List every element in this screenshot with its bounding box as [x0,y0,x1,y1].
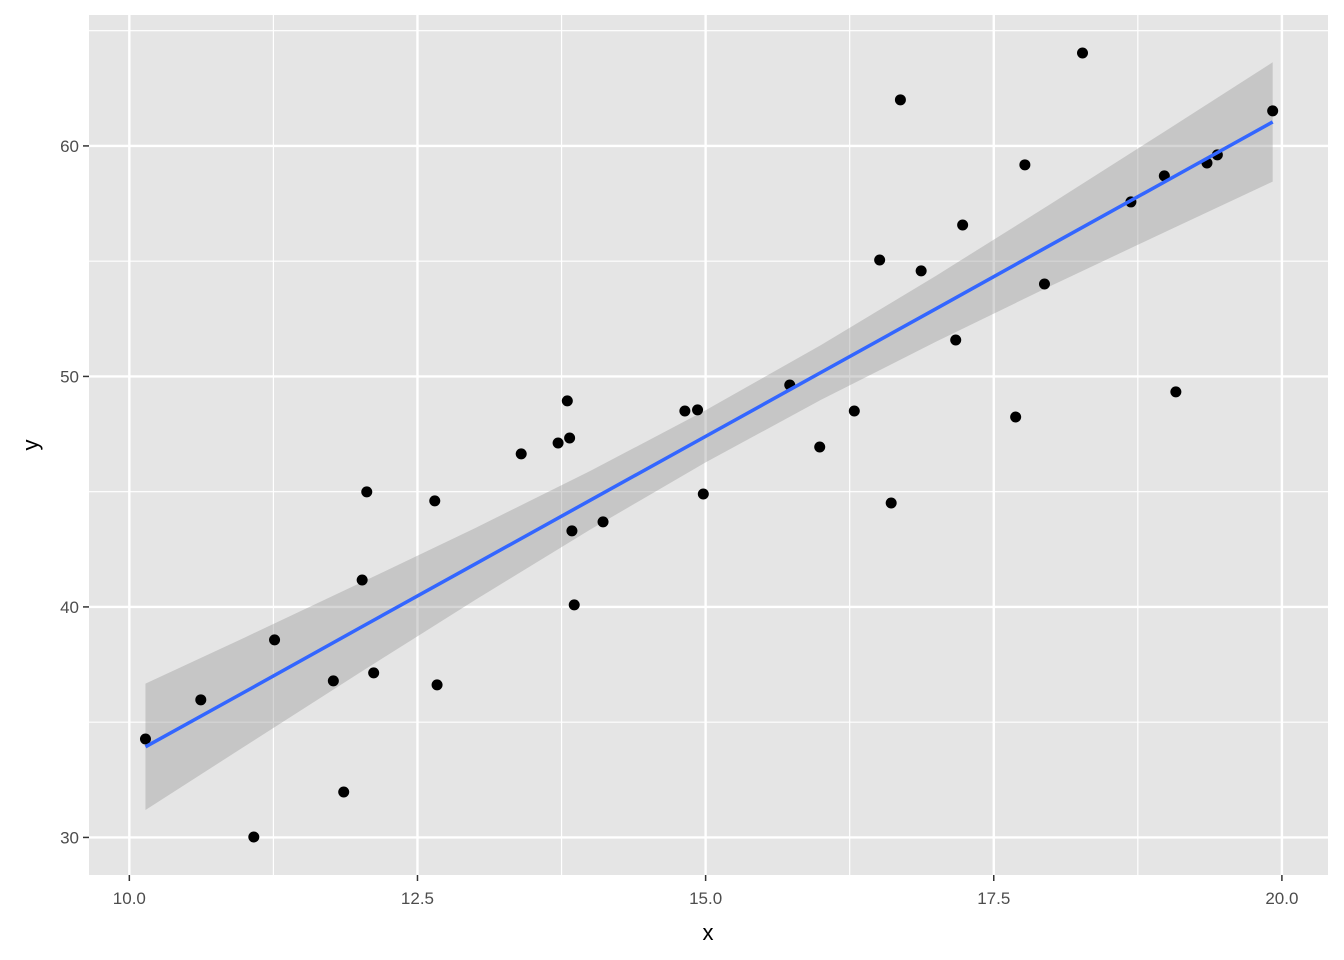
data-point [814,441,826,453]
y-tick-label: 30 [60,828,79,847]
data-point [679,405,691,417]
x-tick-label: 15.0 [689,889,722,908]
x-axis-title: x [703,920,714,945]
y-axis-title: y [18,440,43,451]
data-point [552,437,564,449]
data-point [697,488,709,500]
data-point [874,254,886,266]
data-point [597,516,609,528]
data-point [915,265,927,277]
data-point [195,694,207,706]
data-point [848,405,860,417]
plot-panel [89,15,1328,875]
axes: 10.0 12.5 15.0 17.5 20.0 30 40 50 60 [60,137,1298,908]
data-point [1038,278,1050,290]
data-point [1010,411,1022,423]
data-point [338,786,350,798]
data-point [368,667,380,679]
data-point [356,574,368,586]
data-point [692,404,704,416]
data-point [568,599,580,611]
data-point [139,733,151,745]
data-point [269,634,281,646]
regression-line [144,120,1274,749]
data-point [1267,105,1279,117]
data-point [566,525,578,537]
points [139,47,1279,843]
data-point [515,448,527,460]
data-point [1019,159,1031,171]
data-point [431,679,443,691]
y-tick-label: 40 [60,598,79,617]
data-point [894,94,906,106]
data-point [957,219,969,231]
data-point [564,432,576,444]
data-point [361,486,373,498]
data-point [248,831,260,843]
gridlines [89,15,1328,875]
x-tick-label: 17.5 [977,889,1010,908]
data-point [327,675,339,687]
data-point [429,495,441,507]
data-point [561,395,573,407]
data-point [950,334,962,346]
y-tick-label: 60 [60,137,79,156]
x-tick-label: 20.0 [1265,889,1298,908]
x-tick-label: 10.0 [113,889,146,908]
data-point [1170,386,1182,398]
data-point [1077,47,1089,59]
data-point [885,497,897,509]
y-tick-label: 50 [60,367,79,386]
x-tick-label: 12.5 [401,889,434,908]
